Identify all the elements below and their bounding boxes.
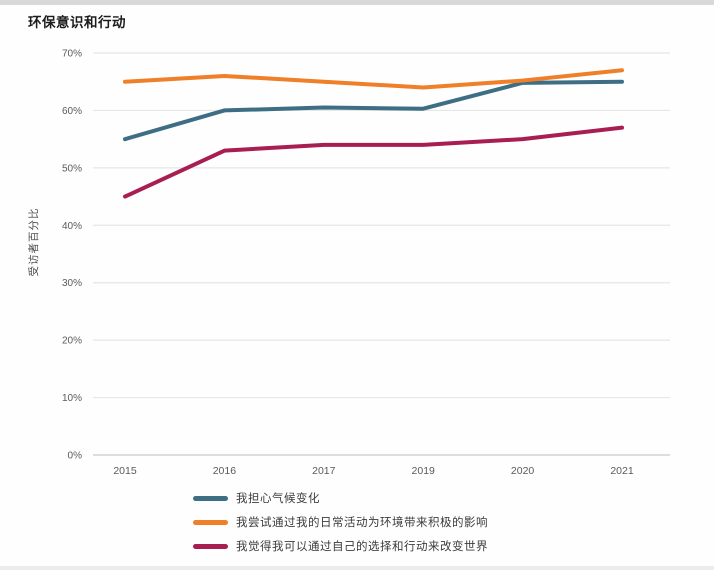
- series-line-2: [123, 125, 624, 199]
- y-tick-label: 60%: [62, 106, 82, 117]
- y-tick-labels: 0% 10% 20% 30% 40% 50% 60% 70%: [62, 49, 82, 462]
- legend-item-2: 我觉得我可以通过自己的选择和行动来改变世界: [193, 534, 488, 558]
- y-tick-label: 40%: [62, 221, 82, 232]
- legend-swatch-2: [193, 543, 228, 549]
- y-tick-label: 0%: [68, 451, 83, 462]
- x-tick-label: 2016: [213, 465, 237, 477]
- y-tick-label: 20%: [62, 336, 82, 347]
- y-tick-label: 30%: [62, 278, 82, 289]
- legend-swatch-1: [193, 519, 228, 525]
- x-tick-label: 2015: [113, 465, 137, 477]
- y-axis-label: 受访者百分比: [27, 208, 40, 277]
- gridlines: [93, 52, 670, 456]
- legend: 我担心气候变化我尝试通过我的日常活动为环境带来积极的影响 我觉得我可以通过自己的选…: [193, 486, 488, 558]
- legend-label-1: 我尝试通过我的日常活动为环境带来积极的影响: [236, 517, 488, 529]
- y-tick-label: 70%: [62, 49, 82, 60]
- legend-label-0: 我担心气候变化: [236, 493, 320, 505]
- top-edge-strip: [0, 0, 714, 5]
- x-tick-label: 2021: [610, 465, 634, 477]
- legend-item-1: 我尝试通过我的日常活动为环境带来积极的影响: [193, 510, 488, 534]
- y-tick-label: 50%: [62, 163, 82, 174]
- bottom-edge-strip: [0, 566, 714, 570]
- chart-title: 环保意识和行动: [28, 15, 126, 30]
- series-line-0: [123, 79, 624, 142]
- series-line-1: [123, 68, 624, 90]
- legend-item-0: 我担心气候变化: [193, 486, 488, 510]
- x-tick-label: 2017: [312, 465, 336, 477]
- x-tick-labels: 2015 2016 2017 2019 2020 2021: [113, 465, 634, 477]
- legend-swatch-0: [193, 495, 228, 501]
- x-tick-label: 2019: [412, 465, 436, 477]
- legend-label-2: 我觉得我可以通过自己的选择和行动来改变世界: [236, 541, 488, 553]
- y-tick-label: 10%: [62, 393, 82, 404]
- x-tick-label: 2020: [511, 465, 535, 477]
